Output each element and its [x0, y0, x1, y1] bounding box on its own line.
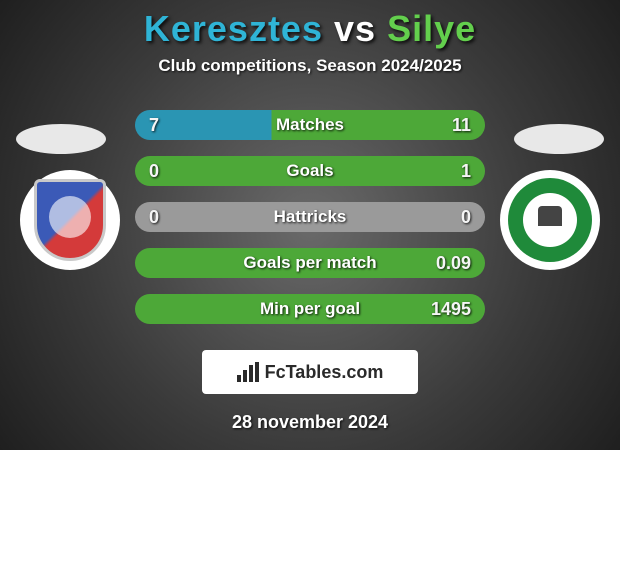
stat-label: Min per goal	[260, 299, 360, 319]
stat-row: Min per goal 1495	[135, 294, 485, 324]
stat-left-value: 0	[149, 161, 159, 182]
comparison-card: Keresztes vs Silye Club competitions, Se…	[0, 0, 620, 450]
stat-label: Matches	[276, 115, 344, 135]
vs-label: vs	[334, 8, 376, 49]
club-crest-left-icon	[34, 179, 106, 261]
stat-right-value: 0	[461, 207, 471, 228]
stat-left-value: 7	[149, 115, 159, 136]
player-left-name: Keresztes	[144, 8, 323, 49]
brand-text: FcTables.com	[265, 362, 384, 383]
stat-label: Goals per match	[243, 253, 376, 273]
stat-row: Goals per match 0.09	[135, 248, 485, 278]
stat-left-value: 0	[149, 207, 159, 228]
club-badge-left	[20, 170, 120, 270]
stat-right-value: 11	[452, 115, 471, 136]
stats-list: 7 Matches 11 0 Goals 1 0 Hattricks 0 Goals per ma…	[135, 110, 485, 324]
date-label: 28 november 2024	[232, 412, 388, 433]
stat-label: Goals	[286, 161, 333, 181]
page-title: Keresztes vs Silye	[144, 8, 476, 50]
club-badge-right	[500, 170, 600, 270]
player-right-name: Silye	[387, 8, 476, 49]
stat-row: 0 Hattricks 0	[135, 202, 485, 232]
stat-row: 0 Goals 1	[135, 156, 485, 186]
brand-box[interactable]: FcTables.com	[202, 350, 418, 394]
player-silhouette-right	[514, 124, 604, 154]
stat-label: Hattricks	[274, 207, 347, 227]
subtitle: Club competitions, Season 2024/2025	[158, 56, 461, 76]
stat-right-value: 0.09	[436, 253, 471, 274]
player-silhouette-left	[16, 124, 106, 154]
club-crest-right-icon	[508, 178, 592, 262]
bar-chart-icon	[237, 362, 259, 382]
stat-right-value: 1495	[431, 299, 471, 320]
stat-right-value: 1	[461, 161, 471, 182]
stat-row: 7 Matches 11	[135, 110, 485, 140]
